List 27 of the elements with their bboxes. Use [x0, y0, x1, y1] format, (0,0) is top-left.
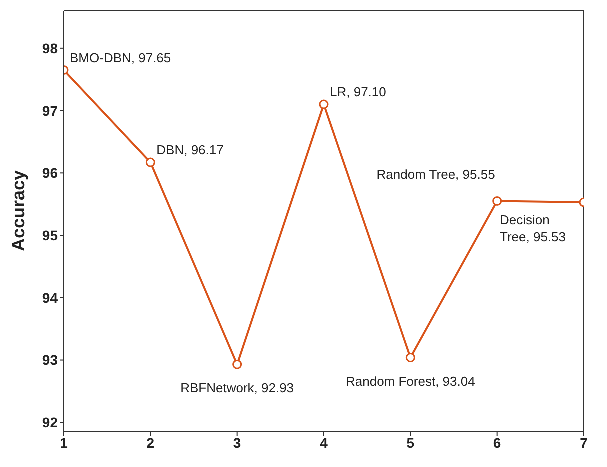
x-tick-label: 5	[406, 434, 415, 451]
annotation: Random Forest, 93.04	[346, 374, 476, 389]
y-axis-title: Accuracy	[8, 170, 28, 252]
y-tick-label: 95	[42, 228, 58, 244]
point	[319, 100, 329, 110]
annotation: RBFNetwork, 92.93	[180, 380, 294, 396]
point	[232, 360, 242, 370]
annotation: DBN, 96.17	[156, 142, 224, 158]
point	[406, 353, 416, 363]
x-tick-label: 2	[146, 434, 155, 451]
annotation: BMO-DBN, 97.65	[70, 50, 172, 66]
y-tick-label: 96	[42, 165, 58, 182]
point	[146, 158, 156, 168]
x-tick-label: 1	[60, 434, 68, 451]
x-tick-label: 7	[580, 434, 588, 451]
point	[492, 196, 502, 206]
y-tick-label: 93	[42, 352, 58, 368]
y-tick-label: 98	[42, 40, 58, 56]
x-tick-label: 6	[493, 434, 502, 451]
annotation: LR, 97.10	[330, 84, 386, 100]
y-tick-label: 97	[42, 102, 58, 119]
x-tick-label: 3	[233, 434, 242, 451]
annotation: Decision Tree, 95.53	[500, 212, 566, 244]
y-tick-label: 94	[42, 290, 58, 306]
annotation: Random Tree, 95.55	[376, 167, 496, 182]
y-tick-label: 92	[42, 414, 58, 431]
x-tick-label: 4	[320, 434, 328, 451]
